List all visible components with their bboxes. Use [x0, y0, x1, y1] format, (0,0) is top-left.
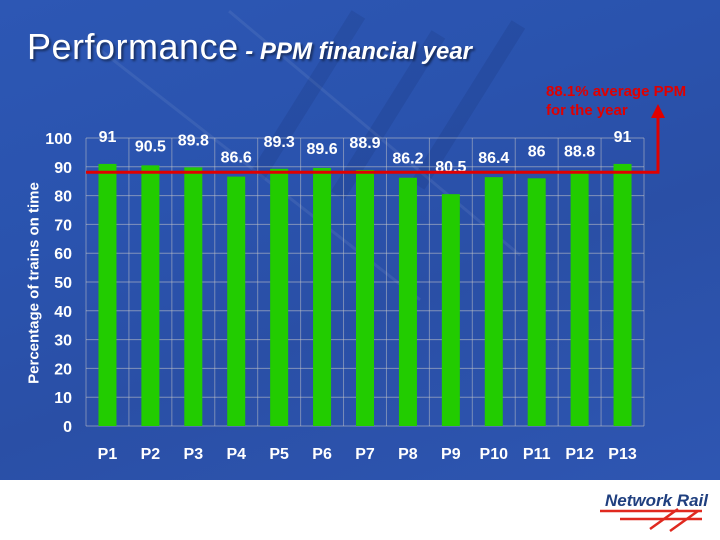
data-label: 91 [614, 129, 632, 146]
data-label: 89.3 [264, 134, 295, 151]
average-annotation: 88.1% average PPM for the year [546, 82, 686, 120]
bar [398, 177, 417, 426]
x-tick-label: P6 [312, 446, 332, 463]
data-label: 86.4 [478, 150, 509, 167]
x-tick-label: P7 [355, 446, 375, 463]
data-label: 88.9 [349, 135, 380, 152]
bar [141, 165, 160, 427]
ppm-bar-chart: 0 10 20 30 40 50 60 70 80 90 100 91 P1 90.5 P2 89.8 P3 86… [45, 104, 665, 463]
data-label: 89.6 [307, 141, 338, 158]
data-label: 86.6 [221, 150, 252, 167]
data-label: 89.8 [178, 132, 209, 149]
x-tick-label: P5 [269, 446, 289, 463]
average-line [86, 116, 660, 174]
average-arrowhead [651, 104, 665, 118]
y-tick-label: 40 [54, 304, 72, 321]
bar [570, 170, 589, 426]
average-annotation-line-1: 88.1% average PPM [546, 83, 687, 100]
x-tick-label: P4 [226, 446, 246, 463]
data-label: 91 [99, 129, 117, 146]
x-tick-label: P10 [480, 446, 509, 463]
bar [527, 178, 546, 426]
bar [184, 167, 203, 426]
y-tick-label: 70 [54, 217, 72, 234]
y-tick-label: 90 [54, 160, 72, 177]
y-tick-label: 100 [45, 131, 72, 148]
x-tick-label: P9 [441, 446, 461, 463]
y-tick-label: 80 [54, 189, 72, 206]
y-tick-label: 20 [54, 361, 72, 378]
x-tick-label: P13 [608, 446, 637, 463]
title-main: Performance [27, 26, 239, 67]
data-label: 88.8 [564, 143, 595, 160]
network-rail-logo-text: Network Rail [605, 491, 708, 510]
bar [98, 163, 117, 427]
data-label: 90.5 [135, 138, 166, 155]
title-subtitle: - PPM financial year [238, 38, 473, 65]
bar [313, 167, 332, 426]
network-rail-logo-icon [600, 507, 702, 533]
y-tick-label: 30 [54, 333, 72, 350]
y-tick-label: 60 [54, 246, 72, 263]
x-tick-label: P11 [523, 446, 551, 463]
bar [484, 177, 503, 426]
bar [227, 176, 246, 426]
y-tick-label: 50 [54, 275, 72, 292]
bar [441, 194, 460, 426]
x-tick-label: P2 [141, 446, 161, 463]
bar [613, 163, 632, 427]
average-annotation-line-2: for the year [546, 102, 628, 119]
x-tick-label: P8 [398, 446, 418, 463]
y-tick-label: 10 [54, 390, 72, 407]
data-label: 86.2 [392, 151, 423, 168]
x-tick-label: P12 [565, 446, 594, 463]
data-label: 86 [528, 143, 546, 160]
slide-title: Performance - PPM financial year [27, 26, 472, 68]
bar [356, 169, 374, 426]
x-tick-label: P1 [98, 446, 118, 463]
x-tick-label: P3 [184, 446, 204, 463]
bar [270, 168, 289, 427]
y-tick-label: 0 [63, 419, 72, 436]
